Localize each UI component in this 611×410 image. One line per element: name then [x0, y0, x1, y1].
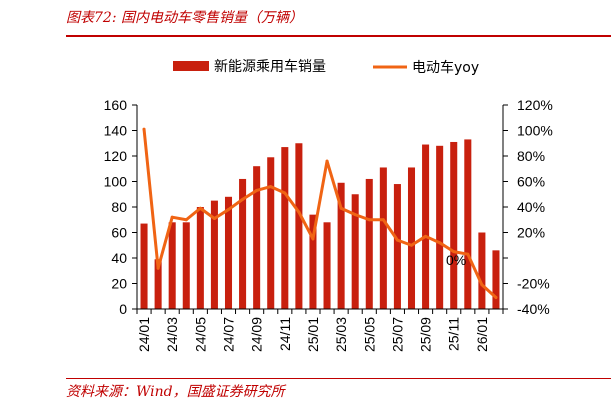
title-rule — [66, 35, 611, 37]
yoy-point-25/06 — [381, 218, 385, 222]
yoy-point-24/02 — [156, 266, 160, 270]
legend-label-sales: 新能源乘用车销量 — [214, 58, 326, 75]
yoy-line — [142, 127, 498, 300]
source-rule — [66, 378, 611, 379]
yoy-point-25/01 — [311, 237, 315, 241]
left-tick-label: 40 — [111, 250, 127, 266]
left-tick-label: 20 — [111, 276, 127, 292]
bar-24/08 — [239, 178, 247, 309]
x-tick-label: 25/07 — [389, 317, 405, 352]
figure-source: 资料来源：Wind，国盛证券研究所 — [66, 384, 285, 400]
bar-24/03 — [168, 222, 176, 309]
left-tick-label: 0 — [119, 301, 127, 317]
left-tick-label: 120 — [104, 148, 128, 164]
yoy-point-25/04 — [353, 213, 357, 217]
yoy-point-24/12 — [297, 210, 301, 214]
yoy-point-24/04 — [184, 218, 188, 222]
bar-25/05 — [365, 178, 373, 309]
bar-25/11 — [450, 141, 458, 309]
bar-25/03 — [337, 182, 345, 309]
yoy-point-25/12 — [466, 252, 470, 256]
bar-25/04 — [351, 194, 359, 309]
yoy-point-25/09 — [424, 234, 428, 238]
left-tick-label: 160 — [104, 97, 128, 113]
x-tick-label: 25/11 — [446, 317, 462, 351]
yoy-point-24/03 — [170, 215, 174, 219]
yoy-point-24/10 — [269, 185, 273, 189]
x-tick-label: 24/09 — [249, 317, 265, 352]
yoy-point-24/11 — [283, 191, 287, 195]
right-tick-label: 120% — [517, 97, 553, 113]
right-tick-label: -40% — [517, 301, 550, 317]
bar-26/01 — [478, 232, 486, 309]
bar-24/01 — [140, 223, 148, 309]
bar-25/09 — [422, 144, 430, 309]
yoy-point-24/05 — [198, 206, 202, 210]
x-tick-label: 24/05 — [192, 317, 208, 352]
bar-24/11 — [281, 147, 289, 309]
left-tick-label: 80 — [111, 199, 127, 215]
bar-24/02 — [154, 259, 162, 309]
yoy-point-24/07 — [227, 208, 230, 212]
bar-25/01 — [309, 214, 317, 309]
yoy-point-25/10 — [438, 241, 442, 245]
bar-26/02 — [492, 250, 500, 309]
yoy-point-26/02 — [494, 296, 498, 300]
annotation-zero-percent: 0% — [446, 252, 466, 268]
bar-series — [140, 139, 500, 310]
yoy-line-series — [142, 127, 498, 300]
left-tick-label: 60 — [111, 225, 127, 241]
bar-24/04 — [182, 222, 190, 309]
yoy-point-24/08 — [241, 197, 245, 201]
yoy-point-25/03 — [339, 206, 343, 210]
axes: 0 20 40 60 80 100 120 140 160 -40% -20% 20% 40% 60% 80… — [104, 97, 553, 352]
bar-25/02 — [323, 222, 331, 309]
yoy-point-24/01 — [142, 127, 146, 131]
legend-swatch-sales — [173, 61, 209, 71]
bar-25/10 — [436, 145, 444, 309]
x-tick-label: 26/01 — [474, 317, 490, 352]
right-tick-label: 40% — [517, 199, 545, 215]
bar-25/12 — [464, 139, 472, 309]
x-tick-label: 24/03 — [164, 317, 180, 352]
yoy-point-25/11 — [452, 250, 456, 254]
x-tick-label: 25/01 — [305, 317, 321, 352]
x-tick-label: 25/05 — [361, 317, 377, 352]
bar-25/06 — [379, 167, 387, 309]
bar-24/06 — [210, 200, 218, 310]
right-tick-label: 100% — [517, 123, 553, 139]
x-tick-label: 25/09 — [418, 317, 434, 352]
bar-24/09 — [253, 166, 261, 309]
yoy-point-26/01 — [480, 283, 484, 287]
bar-24/12 — [295, 143, 303, 309]
x-tick-label: 24/07 — [221, 317, 237, 352]
bar-25/07 — [393, 184, 401, 309]
x-tick-label: 24/01 — [136, 317, 152, 352]
legend-label-yoy: 电动车yoy — [412, 59, 479, 76]
right-tick-label: 60% — [517, 174, 545, 190]
yoy-point-25/02 — [325, 159, 329, 163]
yoy-point-25/05 — [367, 218, 371, 222]
right-tick-label: 20% — [517, 225, 545, 241]
figure-title: 图表72: 国内电动车零售销量（万辆） — [66, 10, 303, 26]
yoy-point-25/08 — [410, 243, 413, 247]
yoy-point-24/09 — [255, 188, 259, 192]
right-tick-label: 80% — [517, 148, 545, 164]
bar-24/05 — [196, 207, 204, 309]
left-tick-label: 140 — [104, 123, 128, 139]
yoy-point-24/06 — [212, 216, 216, 220]
x-tick-label: 25/03 — [333, 317, 349, 352]
yoy-point-25/07 — [395, 238, 399, 242]
bar-24/07 — [224, 196, 233, 309]
legend: 新能源乘用车销量 电动车yoy — [173, 58, 479, 76]
bar-24/10 — [267, 157, 275, 309]
right-tick-label: -20% — [517, 276, 550, 292]
bar-25/08 — [407, 167, 416, 309]
x-tick-label: 24/11 — [277, 317, 293, 351]
left-tick-label: 100 — [104, 174, 128, 190]
